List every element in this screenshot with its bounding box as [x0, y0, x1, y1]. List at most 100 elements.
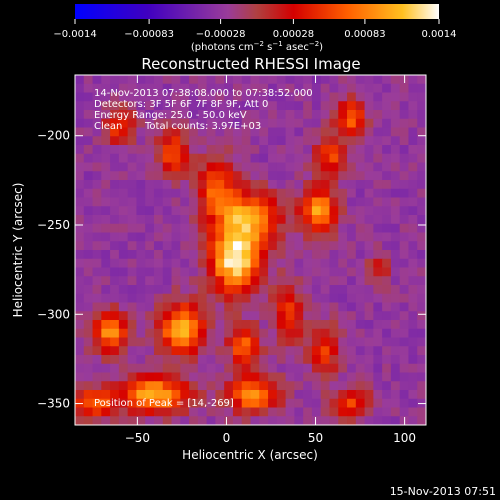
heatmap-cell — [408, 110, 418, 120]
heatmap-cell — [329, 328, 339, 338]
heatmap-cell — [390, 180, 401, 190]
heatmap-cell — [224, 258, 234, 268]
heatmap-cell — [347, 258, 357, 268]
heatmap-cell — [276, 83, 287, 93]
heatmap-cell — [153, 250, 164, 260]
heatmap-cell — [373, 372, 383, 382]
heatmap-cell — [399, 311, 409, 321]
heatmap-cell — [355, 355, 366, 365]
heatmap-cell — [408, 153, 418, 163]
heatmap-cell — [320, 302, 330, 312]
heatmap-cell — [347, 136, 357, 146]
heatmap-cell — [285, 276, 295, 286]
heatmap-cell — [364, 320, 374, 330]
heatmap-cell — [118, 372, 129, 382]
heatmap-cell — [390, 302, 401, 312]
heatmap-cell — [153, 92, 164, 102]
heatmap-cell — [294, 337, 304, 347]
heatmap-cell — [171, 346, 181, 356]
heatmap-cell — [268, 145, 278, 155]
heatmap-cell — [215, 407, 225, 417]
heatmap-cell — [162, 180, 173, 190]
heatmap-cell — [259, 372, 269, 382]
heatmap-cell — [101, 241, 111, 251]
heatmap-cell — [75, 363, 85, 373]
heatmap-cell — [347, 153, 357, 163]
heatmap-cell — [364, 302, 374, 312]
heatmap-cell — [399, 372, 409, 382]
heatmap-cell — [311, 258, 322, 268]
heatmap-cell — [83, 197, 94, 207]
heatmap-cell — [153, 363, 164, 373]
heatmap-cell — [408, 328, 418, 338]
heatmap-cell — [355, 267, 366, 277]
heatmap-cell — [311, 337, 322, 347]
heatmap-cell — [83, 118, 94, 128]
heatmap-cell — [311, 302, 322, 312]
heatmap-cell — [320, 118, 330, 128]
heatmap-cell — [329, 363, 339, 373]
heatmap-cell — [408, 75, 418, 85]
heatmap-cell — [373, 390, 383, 400]
heatmap-cell — [417, 337, 427, 347]
heatmap-cell — [171, 136, 181, 146]
heatmap-cell — [329, 398, 339, 408]
heatmap-cell — [180, 136, 190, 146]
heatmap-cell — [75, 118, 85, 128]
heatmap-cell — [382, 162, 392, 172]
heatmap-cell — [197, 390, 208, 400]
heatmap-cell — [145, 171, 155, 181]
heatmap-cell — [408, 136, 418, 146]
heatmap-cell — [355, 136, 366, 146]
heatmap-cell — [75, 381, 85, 391]
heatmap-cell — [110, 171, 120, 181]
heatmap-cell — [382, 372, 392, 382]
heatmap-cell — [347, 223, 357, 233]
heatmap-cell — [75, 110, 85, 120]
heatmap-cell — [364, 101, 374, 111]
heatmap-cell — [232, 328, 243, 338]
heatmap-cell — [197, 110, 208, 120]
heatmap-cell — [347, 285, 357, 295]
heatmap-cell — [320, 407, 330, 417]
heatmap-cell — [110, 136, 120, 146]
heatmap-cell — [355, 416, 366, 426]
heatmap-cell — [153, 355, 164, 365]
heatmap-cell — [259, 75, 269, 85]
heatmap-cell — [259, 346, 269, 356]
heatmap-cell — [162, 258, 173, 268]
heatmap-cell — [276, 188, 287, 198]
heatmap-cell — [285, 320, 295, 330]
heatmap-cell — [364, 118, 374, 128]
heatmap-cell — [311, 145, 322, 155]
heatmap-cell — [224, 206, 234, 216]
heatmap-cell — [417, 250, 427, 260]
heatmap-cell — [364, 223, 374, 233]
heatmap-cell — [206, 398, 216, 408]
heatmap-cell — [399, 127, 409, 137]
heatmap-cell — [417, 346, 427, 356]
heatmap-cell — [75, 302, 85, 312]
heatmap-cell — [92, 372, 102, 382]
heatmap-cell — [250, 276, 260, 286]
heatmap-cell — [110, 127, 120, 137]
heatmap-cell — [101, 328, 111, 338]
heatmap-cell — [241, 206, 251, 216]
heatmap-cell — [189, 180, 199, 190]
heatmap-cell — [83, 75, 94, 85]
heatmap-cell — [136, 416, 146, 426]
heatmap-cell — [127, 241, 137, 251]
heatmap-cell — [75, 337, 85, 347]
heatmap-cell — [83, 363, 94, 373]
heatmap-cell — [171, 363, 181, 373]
heatmap-cell — [206, 153, 216, 163]
heatmap-cell — [206, 110, 216, 120]
heatmap-cell — [206, 276, 216, 286]
heatmap-cell — [215, 285, 225, 295]
heatmap-cell — [180, 101, 190, 111]
heatmap-cell — [180, 110, 190, 120]
heatmap-cell — [110, 206, 120, 216]
heatmap-cell — [75, 171, 85, 181]
heatmap-cell — [417, 206, 427, 216]
heatmap-cell — [180, 293, 190, 303]
